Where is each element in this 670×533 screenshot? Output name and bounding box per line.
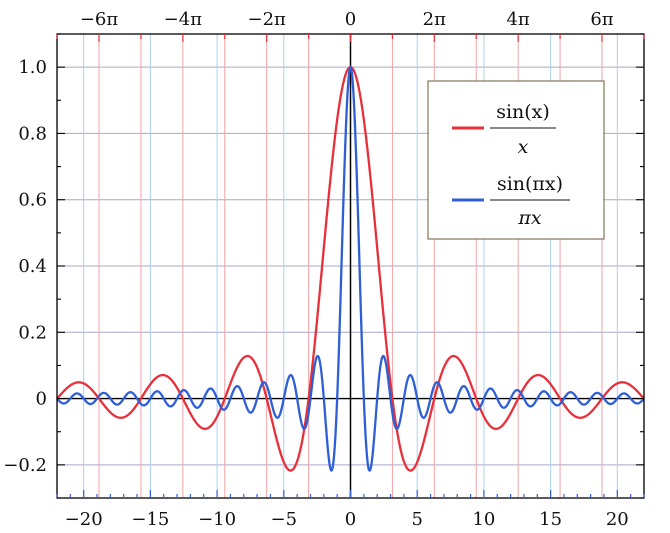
x-tick-label: 10 [472, 509, 495, 530]
series-layer [56, 65, 645, 472]
y-tick-label: 0.6 [18, 190, 47, 211]
x-tick-label: 0 [345, 509, 356, 530]
x-tick-label: −15 [131, 509, 169, 530]
legend: sin(x) x sin(πx) πx [427, 80, 605, 240]
top-tick-label: 6π [590, 9, 613, 30]
legend-label-sinx-denominator: x [518, 136, 529, 158]
y-tick-label: 0 [36, 389, 47, 410]
top-tick-label: −6π [80, 9, 119, 30]
legend-box [427, 80, 605, 240]
y-tick-label: 1.0 [18, 57, 47, 78]
x-tick-label: 15 [539, 509, 562, 530]
top-tick-label: −4π [164, 9, 203, 30]
label-layer: −20 −15 −10 −5 0 5 10 15 20 −6π −4π −2π 0 2π 4π 6π −0.2 0… [3, 9, 628, 530]
x-tick-label: −20 [65, 509, 103, 530]
top-tick-label: 0 [345, 9, 356, 30]
legend-label-sinx-numerator: sin(x) [496, 101, 550, 123]
legend-label-sinpix-numerator: sin(πx) [497, 173, 563, 195]
legend-label-sinpix-denominator: πx [517, 207, 541, 229]
series-line-sinpix [56, 65, 645, 472]
top-tick-label: 2π [423, 9, 446, 30]
y-tick-label: −0.2 [3, 455, 47, 476]
x-tick-label: 20 [606, 509, 629, 530]
y-tick-label: 0.2 [18, 322, 47, 343]
x-tick-label: −5 [271, 509, 298, 530]
top-tick-label: −2π [247, 9, 286, 30]
grid-layer [56, 34, 645, 498]
y-tick-label: 0.8 [18, 123, 47, 144]
x-tick-label: 5 [411, 509, 422, 530]
top-tick-label: 4π [506, 9, 529, 30]
tick-layer [56, 33, 645, 499]
x-tick-label: −10 [198, 509, 236, 530]
y-tick-label: 0.4 [18, 256, 47, 277]
